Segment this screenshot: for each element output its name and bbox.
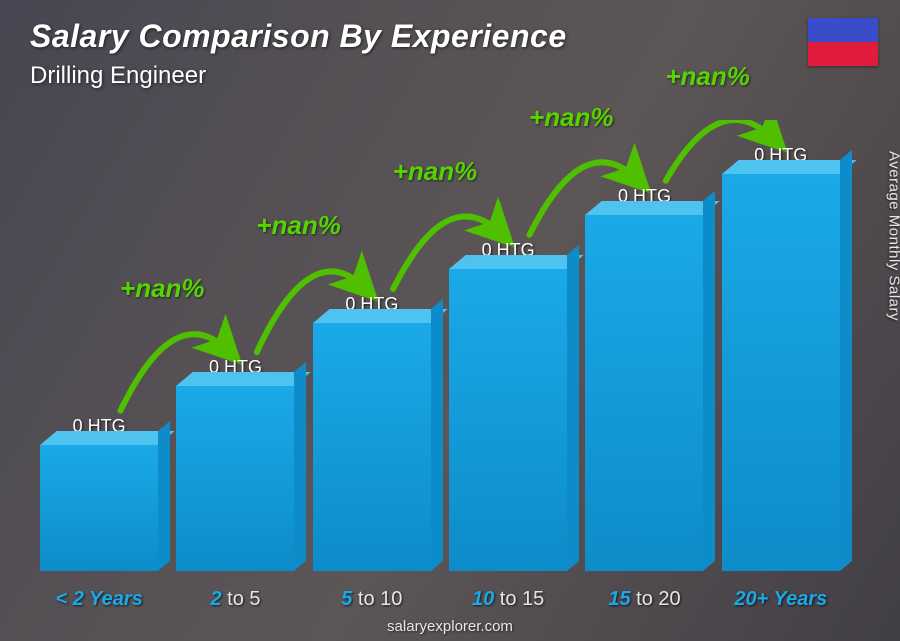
- bar-top-face: [40, 431, 175, 445]
- chart-container: Salary Comparison By Experience Drilling…: [0, 0, 900, 641]
- bar: [722, 174, 840, 571]
- bar-front-face: [313, 323, 431, 571]
- x-axis-label: 15 to 20: [585, 588, 703, 611]
- bar-wrap: 0 HTG: [313, 120, 431, 571]
- bar-front-face: [176, 386, 294, 571]
- pct-increase-label: +nan%: [393, 156, 478, 187]
- chart-area: 0 HTG0 HTG0 HTG0 HTG0 HTG0 HTG +nan%+nan…: [40, 120, 840, 571]
- chart-title: Salary Comparison By Experience: [30, 18, 567, 55]
- bar-side-face: [294, 362, 306, 571]
- bar-top-face: [585, 201, 720, 215]
- bar: [176, 386, 294, 571]
- x-axis-label: < 2 Years: [40, 588, 158, 611]
- pct-increase-label: +nan%: [120, 273, 205, 304]
- bar-wrap: 0 HTG: [585, 120, 703, 571]
- x-axis-labels: < 2 Years 2 to 5 5 to 10 10 to 15 15 to 20 20…: [40, 588, 840, 611]
- bar-side-face: [840, 150, 852, 571]
- bar-front-face: [722, 174, 840, 571]
- bar-wrap: 0 HTG: [176, 120, 294, 571]
- bar-front-face: [449, 269, 567, 571]
- bar-side-face: [431, 299, 443, 571]
- bar-top-face: [449, 255, 584, 269]
- bar-top-face: [722, 160, 857, 174]
- x-axis-label: 20+ Years: [722, 588, 840, 611]
- bar-side-face: [567, 245, 579, 571]
- pct-increase-label: +nan%: [256, 210, 341, 241]
- bar-side-face: [158, 421, 170, 571]
- bar-side-face: [703, 191, 715, 571]
- bar-top-face: [313, 309, 448, 323]
- bar-front-face: [40, 445, 158, 571]
- bar-top-face: [176, 372, 311, 386]
- pct-increase-label: +nan%: [665, 61, 750, 92]
- pct-increase-label: +nan%: [529, 102, 614, 133]
- bar-wrap: 0 HTG: [722, 120, 840, 571]
- y-axis-label: Average Monthly Salary: [886, 151, 900, 321]
- x-axis-label: 10 to 15: [449, 588, 567, 611]
- footer-credit: salaryexplorer.com: [0, 618, 900, 635]
- bar: [449, 269, 567, 571]
- bar-front-face: [585, 215, 703, 571]
- bars-group: 0 HTG0 HTG0 HTG0 HTG0 HTG0 HTG: [40, 120, 840, 571]
- flag-bottom-stripe: [808, 42, 878, 66]
- bar: [40, 445, 158, 571]
- flag-icon: [808, 18, 878, 66]
- bar: [585, 215, 703, 571]
- bar-wrap: 0 HTG: [449, 120, 567, 571]
- flag-top-stripe: [808, 18, 878, 42]
- x-axis-label: 5 to 10: [313, 588, 431, 611]
- chart-subtitle: Drilling Engineer: [30, 62, 206, 90]
- x-axis-label: 2 to 5: [176, 588, 294, 611]
- bar-wrap: 0 HTG: [40, 120, 158, 571]
- bar: [313, 323, 431, 571]
